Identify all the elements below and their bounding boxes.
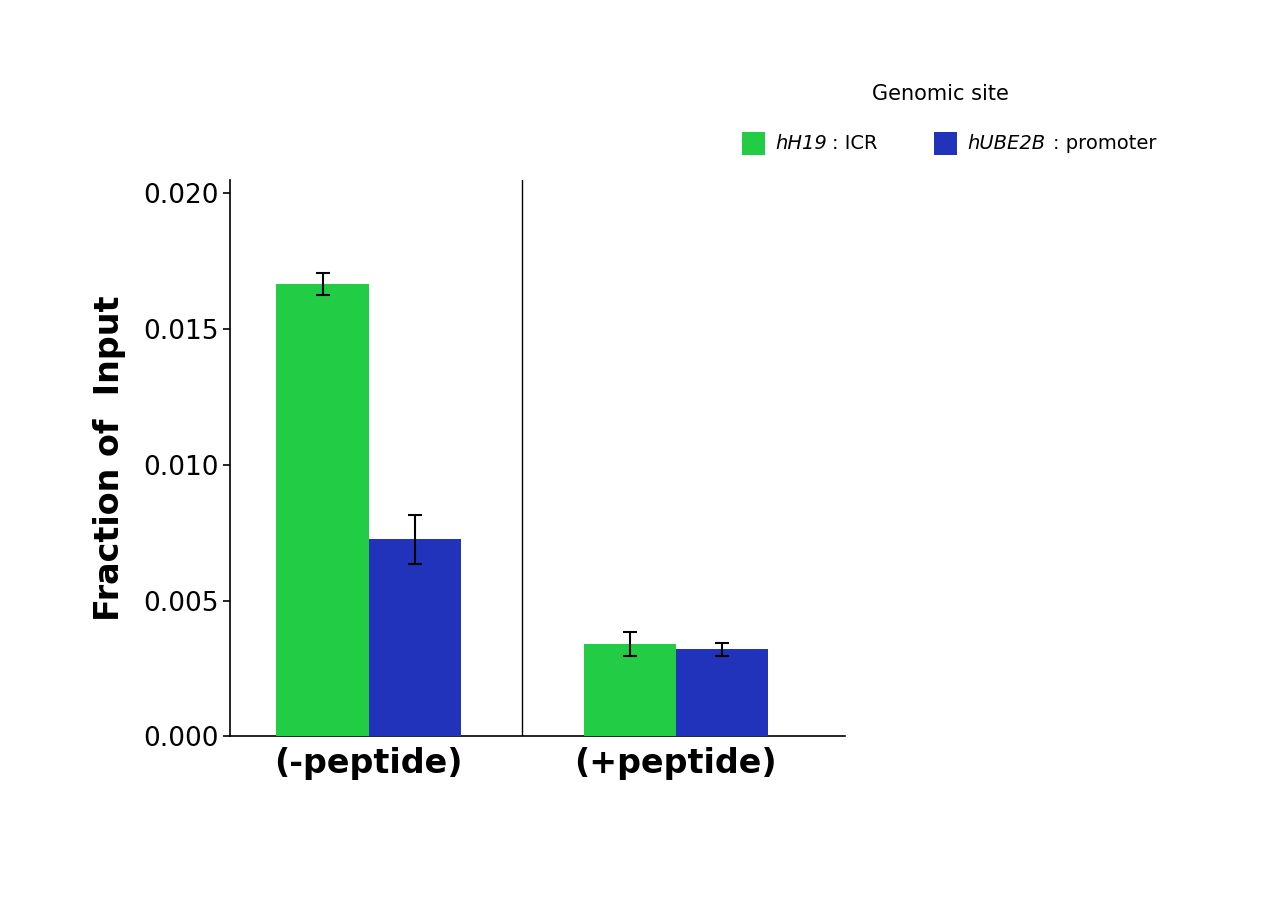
Text: : promoter: : promoter	[1053, 134, 1157, 154]
Bar	[276, 284, 369, 736]
Y-axis label: Fraction of  Input: Fraction of Input	[93, 295, 127, 621]
Text: : ICR: : ICR	[832, 134, 878, 154]
Bar	[676, 649, 768, 736]
Text: Genomic site: Genomic site	[873, 84, 1009, 104]
Bar	[369, 540, 461, 736]
Bar	[584, 644, 676, 736]
Text: hUBE2B: hUBE2B	[968, 134, 1046, 154]
Text: hH19: hH19	[776, 134, 827, 154]
